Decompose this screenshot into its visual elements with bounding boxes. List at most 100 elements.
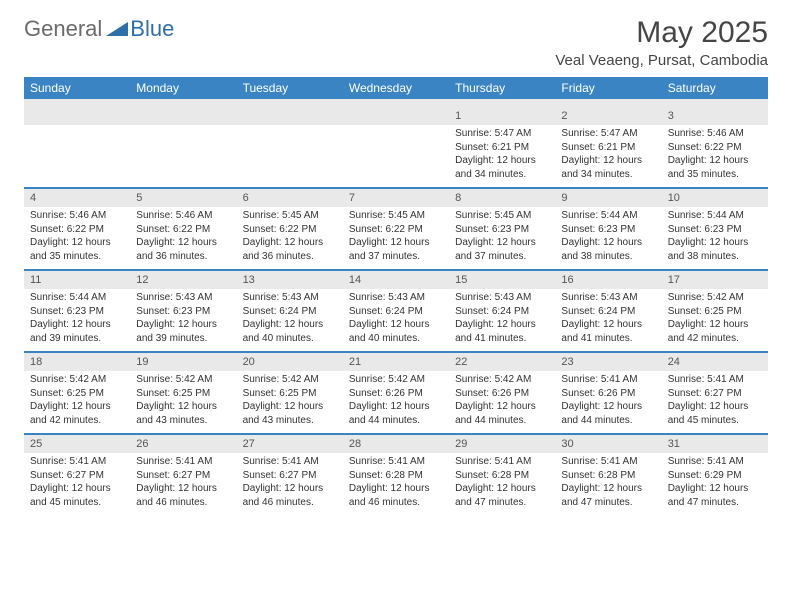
daynum-row: 11121314151617: [24, 271, 768, 289]
daynum-row: 123: [24, 107, 768, 125]
day-number: 6: [237, 189, 343, 207]
day-number: 31: [662, 435, 768, 453]
day-details: Sunrise: 5:42 AMSunset: 6:26 PMDaylight:…: [343, 371, 449, 434]
sunset-text: Sunset: 6:25 PM: [243, 387, 337, 401]
sunrise-text: Sunrise: 5:44 AM: [30, 291, 124, 305]
sunrise-text: Sunrise: 5:41 AM: [243, 455, 337, 469]
sunset-text: Sunset: 6:24 PM: [455, 305, 549, 319]
daylight-text: Daylight: 12 hours and 40 minutes.: [349, 318, 443, 345]
day-number: 23: [555, 353, 661, 371]
sunrise-text: Sunrise: 5:41 AM: [668, 455, 762, 469]
logo-triangle-icon: [106, 18, 128, 41]
day-number: 22: [449, 353, 555, 371]
day-details: Sunrise: 5:41 AMSunset: 6:28 PMDaylight:…: [555, 453, 661, 515]
day-number: 26: [130, 435, 236, 453]
sunrise-text: Sunrise: 5:43 AM: [561, 291, 655, 305]
day-number: 1: [449, 107, 555, 125]
daylight-text: Daylight: 12 hours and 42 minutes.: [30, 400, 124, 427]
day-details: Sunrise: 5:41 AMSunset: 6:26 PMDaylight:…: [555, 371, 661, 434]
sunset-text: Sunset: 6:27 PM: [30, 469, 124, 483]
daylight-text: Daylight: 12 hours and 38 minutes.: [668, 236, 762, 263]
sunset-text: Sunset: 6:21 PM: [455, 141, 549, 155]
day-details: Sunrise: 5:43 AMSunset: 6:24 PMDaylight:…: [237, 289, 343, 352]
day-details: Sunrise: 5:47 AMSunset: 6:21 PMDaylight:…: [449, 125, 555, 188]
sunset-text: Sunset: 6:22 PM: [243, 223, 337, 237]
daylight-text: Daylight: 12 hours and 40 minutes.: [243, 318, 337, 345]
sunset-text: Sunset: 6:25 PM: [668, 305, 762, 319]
daylight-text: Daylight: 12 hours and 37 minutes.: [349, 236, 443, 263]
sunrise-text: Sunrise: 5:44 AM: [668, 209, 762, 223]
sunrise-text: Sunrise: 5:43 AM: [243, 291, 337, 305]
sunrise-text: Sunrise: 5:41 AM: [668, 373, 762, 387]
day-number: 7: [343, 189, 449, 207]
day-details: Sunrise: 5:45 AMSunset: 6:22 PMDaylight:…: [237, 207, 343, 270]
sunrise-text: Sunrise: 5:41 AM: [349, 455, 443, 469]
day-number: 15: [449, 271, 555, 289]
sunset-text: Sunset: 6:23 PM: [30, 305, 124, 319]
dayhead-sun: Sunday: [24, 77, 130, 99]
day-details: Sunrise: 5:42 AMSunset: 6:25 PMDaylight:…: [237, 371, 343, 434]
daylight-text: Daylight: 12 hours and 41 minutes.: [561, 318, 655, 345]
sunrise-text: Sunrise: 5:42 AM: [30, 373, 124, 387]
sunrise-text: Sunrise: 5:47 AM: [561, 127, 655, 141]
day-details: Sunrise: 5:43 AMSunset: 6:23 PMDaylight:…: [130, 289, 236, 352]
day-number: 24: [662, 353, 768, 371]
daylight-text: Daylight: 12 hours and 35 minutes.: [30, 236, 124, 263]
sunset-text: Sunset: 6:29 PM: [668, 469, 762, 483]
sunset-text: Sunset: 6:21 PM: [561, 141, 655, 155]
day-number: 21: [343, 353, 449, 371]
day-number: 17: [662, 271, 768, 289]
day-number: 8: [449, 189, 555, 207]
day-details: [24, 125, 130, 188]
daynum-row: 45678910: [24, 189, 768, 207]
daylight-text: Daylight: 12 hours and 46 minutes.: [243, 482, 337, 509]
day-details: Sunrise: 5:46 AMSunset: 6:22 PMDaylight:…: [24, 207, 130, 270]
day-details: Sunrise: 5:42 AMSunset: 6:26 PMDaylight:…: [449, 371, 555, 434]
logo-text-general: General: [24, 16, 102, 42]
daylight-text: Daylight: 12 hours and 41 minutes.: [455, 318, 549, 345]
sunrise-text: Sunrise: 5:45 AM: [455, 209, 549, 223]
sunrise-text: Sunrise: 5:43 AM: [136, 291, 230, 305]
day-number: 12: [130, 271, 236, 289]
sunrise-text: Sunrise: 5:41 AM: [136, 455, 230, 469]
day-number: [343, 107, 449, 125]
daylight-text: Daylight: 12 hours and 47 minutes.: [668, 482, 762, 509]
day-number: [24, 107, 130, 125]
daylight-text: Daylight: 12 hours and 38 minutes.: [561, 236, 655, 263]
day-number: 2: [555, 107, 661, 125]
sunrise-text: Sunrise: 5:43 AM: [455, 291, 549, 305]
day-details: Sunrise: 5:42 AMSunset: 6:25 PMDaylight:…: [24, 371, 130, 434]
sunrise-text: Sunrise: 5:41 AM: [455, 455, 549, 469]
daylight-text: Daylight: 12 hours and 45 minutes.: [30, 482, 124, 509]
daylight-text: Daylight: 12 hours and 47 minutes.: [561, 482, 655, 509]
sunset-text: Sunset: 6:22 PM: [136, 223, 230, 237]
sunrise-text: Sunrise: 5:42 AM: [455, 373, 549, 387]
details-row: Sunrise: 5:44 AMSunset: 6:23 PMDaylight:…: [24, 289, 768, 352]
sunrise-text: Sunrise: 5:41 AM: [561, 455, 655, 469]
sunset-text: Sunset: 6:23 PM: [455, 223, 549, 237]
sunset-text: Sunset: 6:25 PM: [30, 387, 124, 401]
day-number: 25: [24, 435, 130, 453]
sunrise-text: Sunrise: 5:44 AM: [561, 209, 655, 223]
sunset-text: Sunset: 6:28 PM: [561, 469, 655, 483]
day-details: [130, 125, 236, 188]
sunset-text: Sunset: 6:25 PM: [136, 387, 230, 401]
daylight-text: Daylight: 12 hours and 46 minutes.: [136, 482, 230, 509]
day-number: 16: [555, 271, 661, 289]
day-number: 11: [24, 271, 130, 289]
daylight-text: Daylight: 12 hours and 42 minutes.: [668, 318, 762, 345]
day-details: Sunrise: 5:41 AMSunset: 6:29 PMDaylight:…: [662, 453, 768, 515]
daylight-text: Daylight: 12 hours and 43 minutes.: [243, 400, 337, 427]
day-details: Sunrise: 5:41 AMSunset: 6:28 PMDaylight:…: [343, 453, 449, 515]
day-details: Sunrise: 5:41 AMSunset: 6:27 PMDaylight:…: [237, 453, 343, 515]
sunrise-text: Sunrise: 5:46 AM: [30, 209, 124, 223]
calendar-table: Sunday Monday Tuesday Wednesday Thursday…: [24, 77, 768, 515]
day-details: Sunrise: 5:43 AMSunset: 6:24 PMDaylight:…: [449, 289, 555, 352]
page-header: General Blue May 2025 Veal Veaeng, Pursa…: [24, 16, 768, 69]
sunrise-text: Sunrise: 5:41 AM: [561, 373, 655, 387]
day-number: 20: [237, 353, 343, 371]
daylight-text: Daylight: 12 hours and 39 minutes.: [30, 318, 124, 345]
day-details: Sunrise: 5:47 AMSunset: 6:21 PMDaylight:…: [555, 125, 661, 188]
sunrise-text: Sunrise: 5:42 AM: [136, 373, 230, 387]
day-number: 19: [130, 353, 236, 371]
